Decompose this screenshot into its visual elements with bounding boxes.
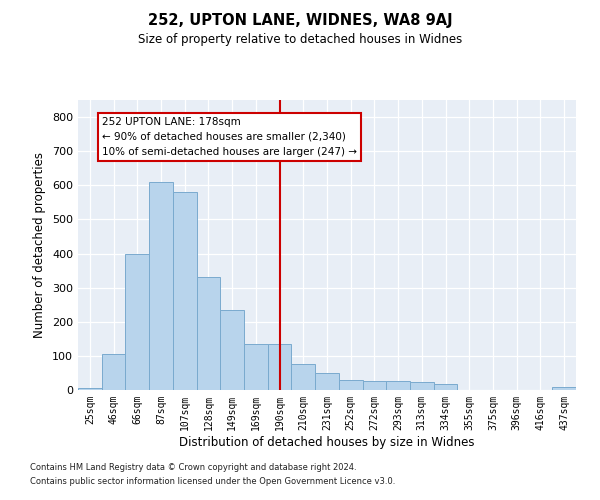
Bar bbox=[102, 354, 125, 390]
Bar bbox=[315, 373, 339, 390]
Bar bbox=[552, 386, 576, 390]
Y-axis label: Number of detached properties: Number of detached properties bbox=[34, 152, 46, 338]
Bar bbox=[173, 192, 197, 390]
Bar bbox=[362, 382, 386, 390]
Bar bbox=[434, 384, 457, 390]
Text: 252 UPTON LANE: 178sqm
← 90% of detached houses are smaller (2,340)
10% of semi-: 252 UPTON LANE: 178sqm ← 90% of detached… bbox=[102, 117, 357, 156]
Bar bbox=[339, 380, 362, 390]
Bar bbox=[410, 382, 434, 390]
Bar bbox=[78, 388, 102, 390]
Text: Distribution of detached houses by size in Widnes: Distribution of detached houses by size … bbox=[179, 436, 475, 449]
Bar bbox=[149, 182, 173, 390]
Text: Contains public sector information licensed under the Open Government Licence v3: Contains public sector information licen… bbox=[30, 477, 395, 486]
Bar bbox=[244, 344, 268, 390]
Text: Contains HM Land Registry data © Crown copyright and database right 2024.: Contains HM Land Registry data © Crown c… bbox=[30, 464, 356, 472]
Bar bbox=[125, 254, 149, 390]
Bar bbox=[220, 310, 244, 390]
Text: 252, UPTON LANE, WIDNES, WA8 9AJ: 252, UPTON LANE, WIDNES, WA8 9AJ bbox=[148, 12, 452, 28]
Bar bbox=[292, 364, 315, 390]
Bar bbox=[197, 278, 220, 390]
Text: Size of property relative to detached houses in Widnes: Size of property relative to detached ho… bbox=[138, 32, 462, 46]
Bar bbox=[268, 344, 292, 390]
Bar bbox=[386, 382, 410, 390]
